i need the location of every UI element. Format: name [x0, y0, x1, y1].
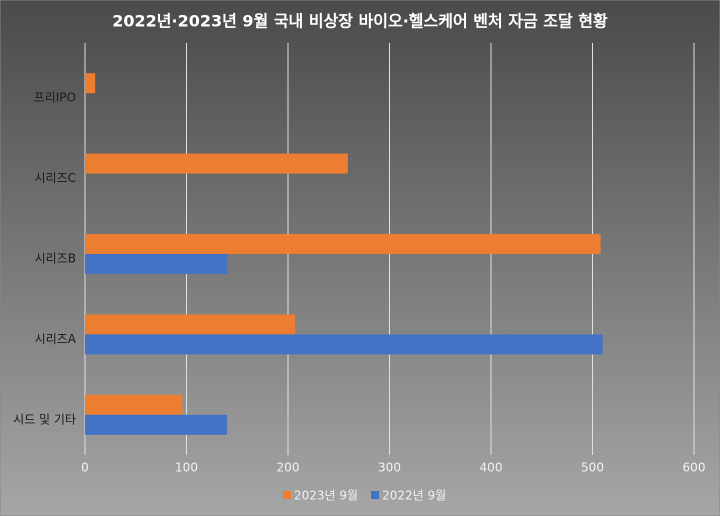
y-tick-label: 시드 및 기타	[13, 412, 76, 426]
x-tick-label: 100	[175, 461, 198, 475]
bar	[85, 73, 96, 94]
x-tick-label: 500	[581, 461, 604, 475]
x-tick-label: 400	[480, 461, 503, 475]
x-tick-label: 300	[378, 461, 401, 475]
x-tick-label: 0	[81, 461, 89, 475]
y-tick-label: 시리즈A	[35, 332, 77, 346]
bar	[85, 334, 603, 355]
legend-label: 2022년 9월	[382, 489, 446, 503]
x-tick-label: 600	[683, 461, 706, 475]
bar	[85, 394, 183, 415]
y-tick-label: 시리즈C	[35, 171, 77, 185]
legend-swatch	[371, 491, 380, 499]
chart-title: 2022년·2023년 9월 국내 비상장 바이오·헬스케어 벤처 자금 조달 …	[112, 12, 608, 31]
y-tick-label: 시리즈B	[35, 252, 76, 266]
legend-label: 2023년 9월	[294, 489, 358, 503]
bar	[85, 254, 228, 274]
x-tick-label: 200	[277, 461, 300, 475]
bar	[85, 314, 296, 335]
bar	[85, 153, 348, 174]
bar	[85, 414, 228, 435]
legend-swatch	[283, 491, 291, 499]
y-tick-label: 프리IPO	[34, 91, 76, 105]
bar	[85, 234, 601, 254]
